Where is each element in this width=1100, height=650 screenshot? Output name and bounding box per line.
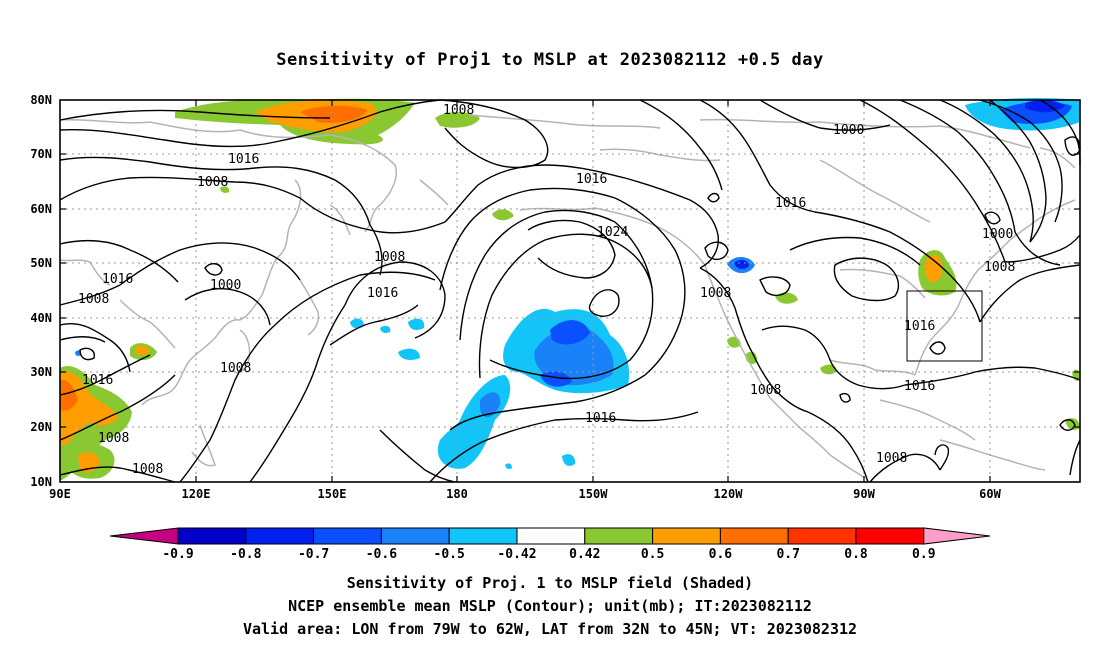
contour-label: 1008 (750, 383, 781, 398)
contour-label: 1008 (984, 260, 1015, 275)
lat-label: 10N (30, 475, 52, 489)
shade-negative (734, 259, 749, 270)
contour-label: 1008 (220, 361, 251, 376)
shade-negative (480, 392, 501, 418)
shade-positive-strong (924, 254, 943, 283)
contour-label: 1016 (585, 411, 616, 426)
contour-label: 1008 (98, 431, 129, 446)
latitude-labels: 80N 70N 60N 50N 40N 30N 20N 10N (30, 93, 52, 489)
shade-negative (540, 371, 572, 387)
mslp-contours (59, 99, 1081, 483)
lon-label: 90E (49, 487, 71, 501)
shade-negative (437, 375, 511, 469)
shade-negative (398, 348, 420, 360)
shade-negative (380, 325, 391, 333)
shade-positive-strong (60, 371, 118, 445)
contour-label: 1016 (775, 196, 806, 211)
lat-label: 20N (30, 420, 52, 434)
contour-label: 1016 (228, 152, 259, 167)
contour-label: 1008 (374, 250, 405, 265)
contour-label: 1016 (102, 272, 133, 287)
shade-positive (220, 186, 230, 193)
shade-positive (775, 292, 798, 304)
contour-label: 1016 (367, 286, 398, 301)
chart-title: Sensitivity of Proj1 to MSLP at 20230821… (276, 50, 824, 70)
caption-valid-area: Valid area: LON from 79W to 62W, LAT fro… (242, 620, 858, 638)
contour-label: 1008 (876, 451, 907, 466)
shading-layer (60, 97, 1080, 480)
contour-label: 1000 (833, 123, 864, 138)
longitude-labels: 90E 120E 150E 180 150W 120W 90W 60W (49, 487, 1001, 501)
shade-negative (562, 454, 576, 466)
lon-label: 60W (979, 487, 1001, 501)
lon-label: 120E (182, 487, 211, 501)
shade-negative (350, 318, 364, 329)
lon-label: 180 (446, 487, 468, 501)
valid-area-box (906, 290, 983, 362)
lat-label: 70N (30, 147, 52, 161)
shade-negative (550, 320, 590, 345)
contour-label: 1016 (904, 379, 935, 394)
lat-label: 40N (30, 311, 52, 325)
shade-positive (820, 364, 837, 375)
tick-marks (60, 100, 1080, 482)
shade-negative (408, 318, 425, 330)
contour-label: 1016 (82, 373, 113, 388)
caption-contour: NCEP ensemble mean MSLP (Contour); unit(… (288, 597, 812, 615)
shade-positive-strong (60, 379, 78, 411)
contour-label: 1000 (982, 227, 1013, 242)
contour-label: 1008 (197, 175, 228, 190)
contour-label: 1016 (904, 319, 935, 334)
contour-labels: 1008 1016 1008 1000 1016 1008 1016 1008 … (78, 103, 1015, 477)
shade-positive (492, 209, 514, 221)
contour-label: 1000 (210, 278, 241, 293)
lon-label: 90W (853, 487, 875, 501)
lat-label: 30N (30, 365, 52, 379)
contour-label: 1008 (78, 292, 109, 307)
lon-label: 150E (318, 487, 347, 501)
lon-label: 150W (579, 487, 609, 501)
map-frame (59, 99, 1081, 483)
contour-label: 1008 (700, 286, 731, 301)
caption-shaded: Sensitivity of Proj. 1 to MSLP field (Sh… (346, 574, 754, 592)
shade-positive-strong (135, 345, 150, 355)
contour-label: 1024 (597, 225, 628, 240)
lat-label: 80N (30, 93, 52, 107)
lat-label: 60N (30, 202, 52, 216)
contour-label: 1008 (132, 462, 163, 477)
lon-label: 120W (714, 487, 744, 501)
contour-label: 1016 (576, 172, 607, 187)
contour-label: 1008 (443, 103, 474, 118)
shade-negative (505, 463, 512, 469)
lat-label: 50N (30, 256, 52, 270)
